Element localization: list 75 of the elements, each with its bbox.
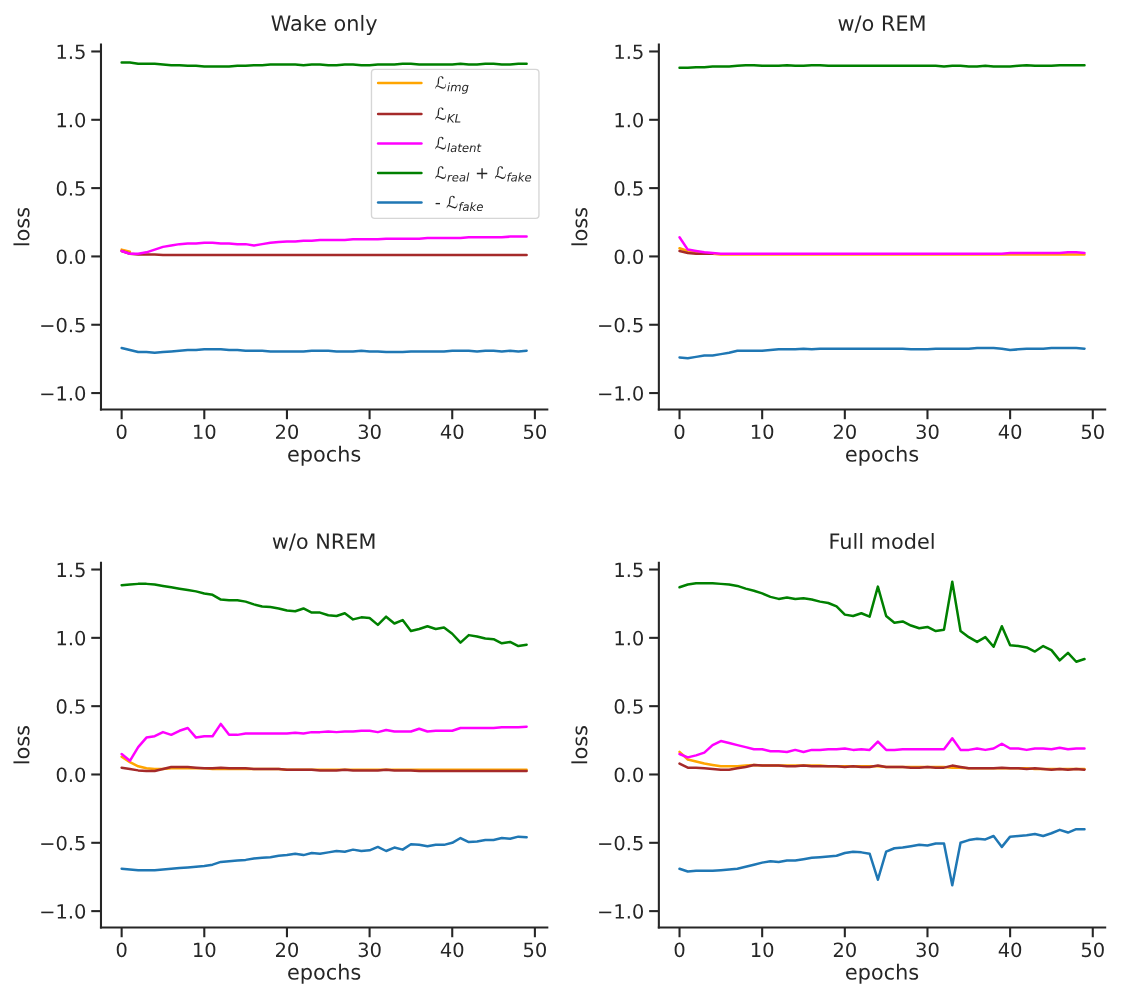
y-tick-label: 0.5	[56, 181, 85, 196]
y-tick-label: −1.0	[599, 386, 643, 401]
y-tick-label: 0.5	[614, 181, 643, 196]
line-series	[678, 762, 1086, 771]
x-tick-label: 20	[833, 942, 856, 958]
y-tick-label: 1.0	[57, 112, 86, 128]
legend-label: ℒ$_{latent}$	[435, 136, 482, 153]
x-tick-label: 20	[275, 942, 299, 958]
chart-title: Full model	[830, 532, 934, 550]
x-tick-label: 30	[358, 942, 381, 958]
y-axis-title: loss	[571, 726, 588, 764]
x-tick-label: 50	[1081, 942, 1104, 958]
y-tick-label: −0.5	[599, 317, 643, 333]
x-tick-label: 30	[916, 424, 939, 440]
y-axis-title: loss	[13, 207, 30, 246]
y-tick-label: 0.0	[614, 249, 643, 265]
y-tick-label: 0.0	[56, 767, 86, 783]
line-series	[678, 737, 1086, 759]
x-axis-title: epochs	[288, 963, 361, 984]
x-tick-label: 10	[194, 424, 216, 440]
x-tick-label: 40	[440, 942, 464, 958]
y-tick-label: 1.5	[615, 44, 643, 60]
chart-title: Wake only	[271, 14, 377, 36]
y-tick-label: 0.5	[614, 699, 643, 714]
line-series	[120, 722, 528, 763]
legend-label: ℒ$_{KL}$	[435, 107, 461, 123]
x-axis-title: epochs	[846, 963, 919, 984]
legend-label: - ℒ$_{fake}$	[435, 195, 483, 212]
line-series	[678, 827, 1086, 887]
line-series	[120, 835, 528, 872]
y-axis-title: loss	[571, 207, 588, 246]
x-tick-label: 50	[524, 424, 546, 440]
line-series	[678, 580, 1086, 664]
chart-title: w/o NREM	[272, 533, 375, 551]
y-tick-label: −1.0	[41, 386, 86, 401]
legend-label: ℒ$_{img}$	[435, 76, 469, 94]
line-series	[120, 235, 528, 255]
line-series	[678, 346, 1086, 360]
line-series	[120, 582, 528, 648]
x-tick-label: 0	[674, 424, 685, 440]
y-tick-label: 0.0	[614, 767, 643, 783]
x-tick-label: 20	[833, 424, 856, 440]
y-tick-label: 1.5	[615, 562, 643, 578]
x-tick-label: 30	[916, 942, 939, 958]
x-tick-label: 10	[751, 942, 774, 958]
y-tick-label: −1.0	[599, 904, 643, 919]
y-tick-label: 0.0	[56, 249, 86, 265]
y-tick-label: −0.5	[41, 835, 85, 851]
y-tick-label: −0.5	[599, 835, 643, 851]
x-tick-label: 50	[1081, 424, 1104, 440]
x-tick-label: 10	[194, 942, 216, 958]
x-tick-label: 40	[998, 942, 1022, 958]
y-tick-label: 1.5	[57, 562, 85, 578]
x-tick-label: 30	[358, 424, 381, 440]
x-tick-label: 10	[751, 424, 774, 440]
y-tick-label: 1.0	[615, 630, 643, 646]
y-tick-label: 0.5	[56, 699, 85, 714]
legend-label: ℒ$_{real}$ + ℒ$_{fake}$	[435, 166, 532, 182]
y-tick-label: −0.5	[41, 317, 85, 333]
y-tick-label: 1.0	[57, 630, 86, 646]
x-tick-label: 20	[275, 424, 299, 440]
x-tick-label: 40	[440, 424, 464, 440]
x-axis-title: epochs	[288, 445, 361, 466]
y-tick-label: 1.0	[615, 112, 643, 128]
line-series	[678, 236, 1086, 255]
x-tick-label: 0	[116, 942, 127, 958]
x-tick-label: 0	[674, 942, 685, 958]
x-tick-label: 50	[524, 942, 546, 958]
x-axis-title: epochs	[846, 445, 919, 466]
y-tick-label: 1.5	[57, 44, 85, 60]
y-axis-title: loss	[13, 726, 30, 764]
y-tick-label: −1.0	[41, 904, 86, 919]
x-tick-label: 40	[998, 424, 1022, 440]
chart-title: w/o REM	[838, 15, 925, 33]
x-tick-label: 0	[116, 424, 127, 440]
